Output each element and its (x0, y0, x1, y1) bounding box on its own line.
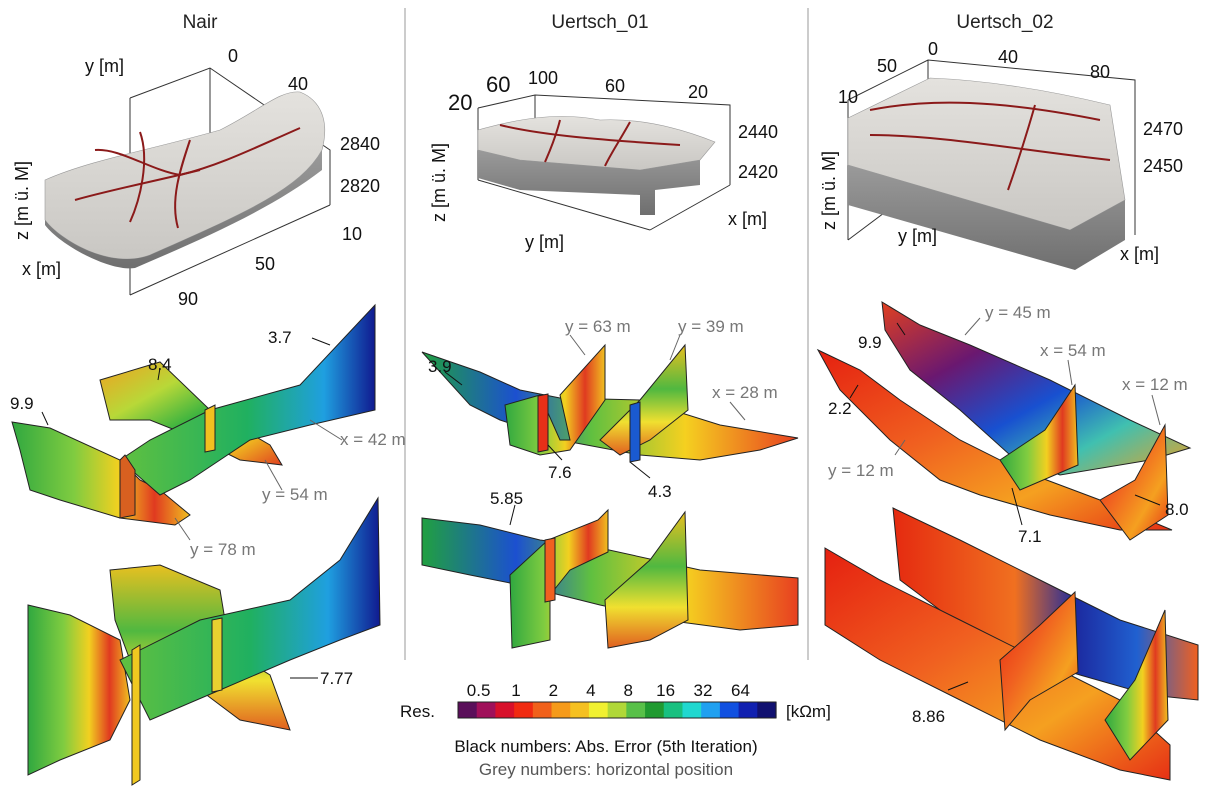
nair-pos-top-1: y = 54 m (262, 485, 328, 504)
nair-profiles-bottom (27, 496, 381, 786)
color-legend: Res. 0.5 1 2 4 8 16 32 64 [kΩm] (400, 681, 831, 721)
uertsch01-z-axis-label: z [m ü. M] (429, 143, 449, 222)
legend-swatch (701, 702, 721, 718)
nair-x-tick-1: 50 (255, 254, 275, 274)
note-black-numbers: Black numbers: Abs. Error (5th Iteration… (454, 737, 757, 756)
uertsch02-err-top-0: 9.9 (858, 333, 882, 352)
legend-swatch (682, 702, 702, 718)
uertsch02-pos-top-1: x = 54 m (1040, 341, 1106, 360)
uertsch02-x-tick-1: 10 (838, 87, 858, 107)
legend-swatch (495, 702, 515, 718)
legend-swatch (757, 702, 777, 718)
legend-label: Res. (400, 702, 435, 721)
uertsch02-y-tick-1: 40 (998, 47, 1018, 67)
legend-swatch (626, 702, 646, 718)
uertsch02-z-axis-label: z [m ü. M] (819, 151, 839, 230)
uertsch02-terrain-block (847, 59, 1136, 270)
uertsch01-err-bottom-0: 5.85 (490, 489, 523, 508)
legend-swatch (663, 702, 684, 718)
nair-terrain-block (44, 67, 331, 296)
nair-y-tick-0: 0 (228, 46, 238, 66)
legend-swatch (588, 702, 609, 718)
uertsch01-profiles-bottom (421, 508, 799, 649)
uertsch02-z-tick-0: 2470 (1143, 119, 1183, 139)
uertsch02-x-tick-0: 50 (877, 56, 897, 76)
legend-swatch (607, 702, 627, 718)
legend-tick-label: 1 (511, 681, 520, 700)
uertsch01-x-tick-big-0: 20 (448, 90, 472, 115)
column-title-uertsch01: Uertsch_01 (551, 12, 648, 33)
legend-unit: [kΩm] (786, 702, 831, 721)
nair-z-tick-1: 2820 (340, 176, 380, 196)
uertsch01-z-tick-0: 2440 (738, 122, 778, 142)
nair-x-axis-label: x [m] (22, 259, 61, 279)
uertsch02-y-axis-label: y [m] (898, 226, 937, 246)
uertsch01-err-top-0: 3.9 (428, 357, 452, 376)
nair-err-bottom-0: 7.77 (320, 669, 353, 688)
uertsch01-pos-top-2: x = 28 m (712, 383, 778, 402)
uertsch01-pos-top-0: y = 63 m (565, 317, 631, 336)
legend-tick-label: 0.5 (467, 681, 491, 700)
nair-pos-top-0: x = 42 m (340, 430, 406, 449)
legend-swatch (719, 702, 740, 718)
legend-swatch (645, 702, 665, 718)
uertsch01-pos-top-1: y = 39 m (678, 317, 744, 336)
uertsch02-err-top-2: 7.1 (1018, 527, 1042, 546)
uertsch02-pos-top-0: y = 45 m (985, 303, 1051, 322)
uertsch02-y-tick-2: 80 (1090, 62, 1110, 82)
nair-err-top-1: 8.4 (148, 355, 172, 374)
uertsch01-z-tick-1: 2420 (738, 162, 778, 182)
legend-tick-label: 64 (731, 681, 750, 700)
nair-err-top-2: 9.9 (10, 394, 34, 413)
legend-tick-label: 8 (623, 681, 632, 700)
legend-swatch (570, 702, 590, 718)
uertsch01-err-top-1: 7.6 (548, 463, 572, 482)
uertsch01-profiles-top (421, 343, 799, 463)
uertsch01-terrain-block (477, 94, 731, 231)
legend-tick-label: 4 (586, 681, 595, 700)
uertsch02-err-top-1: 2.2 (828, 399, 852, 418)
column-title-nair: Nair (183, 12, 219, 33)
note-grey-numbers: Grey numbers: horizontal position (479, 760, 733, 779)
legend-swatch (476, 702, 497, 718)
legend-tick-label: 2 (549, 681, 558, 700)
uertsch01-y-axis-label: y [m] (525, 232, 564, 252)
uertsch01-x-tick-big-1: 60 (486, 72, 510, 97)
uertsch02-z-tick-1: 2450 (1143, 156, 1183, 176)
legend-ticks: 0.5 1 2 4 8 16 32 64 (467, 681, 750, 700)
uertsch02-pos-top-2: x = 12 m (1122, 375, 1188, 394)
nair-x-tick-0: 10 (342, 224, 362, 244)
uertsch02-y-tick-0: 0 (928, 39, 938, 59)
legend-colorbar (458, 702, 777, 718)
nair-z-axis-label: z [m ü. M] (12, 161, 32, 240)
nair-y-tick-1: 40 (288, 74, 308, 94)
uertsch02-pos-top-3: y = 12 m (828, 461, 894, 480)
nair-err-top-0: 3.7 (268, 328, 292, 347)
legend-tick-label: 16 (656, 681, 675, 700)
legend-swatch (514, 702, 534, 718)
uertsch01-y-tick-1: 60 (605, 76, 625, 96)
nair-x-tick-2: 90 (178, 289, 198, 309)
legend-swatch (458, 702, 478, 718)
uertsch02-profiles-top (816, 301, 1192, 541)
legend-swatch (532, 702, 553, 718)
uertsch01-x-axis-label: x [m] (728, 209, 767, 229)
nair-y-axis-label: y [m] (85, 56, 124, 76)
uertsch01-y-tick-2: 20 (688, 82, 708, 102)
legend-swatch (738, 702, 758, 718)
nair-z-tick-0: 2840 (340, 134, 380, 154)
nair-profiles-top (11, 303, 376, 526)
column-title-uertsch02: Uertsch_02 (956, 12, 1053, 33)
uertsch02-err-top-3: 8.0 (1165, 500, 1189, 519)
uertsch01-err-top-2: 4.3 (648, 482, 672, 501)
uertsch02-profiles-bottom (824, 507, 1199, 781)
uertsch02-err-bottom-0: 8.86 (912, 707, 945, 726)
legend-swatch (551, 702, 571, 718)
legend-tick-label: 32 (694, 681, 713, 700)
uertsch02-x-axis-label: x [m] (1120, 244, 1159, 264)
uertsch01-y-tick-0: 100 (528, 68, 558, 88)
nair-pos-top-2: y = 78 m (190, 540, 256, 559)
